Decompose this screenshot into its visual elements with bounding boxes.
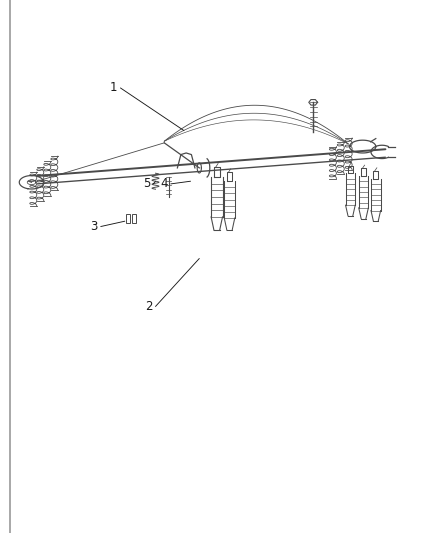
Text: 5: 5 [143, 177, 150, 190]
Text: 4: 4 [160, 177, 168, 190]
Text: 2: 2 [145, 300, 153, 313]
Bar [126, 214, 130, 223]
Bar [132, 214, 136, 223]
Text: 3: 3 [91, 220, 98, 233]
Text: 1: 1 [110, 82, 118, 94]
